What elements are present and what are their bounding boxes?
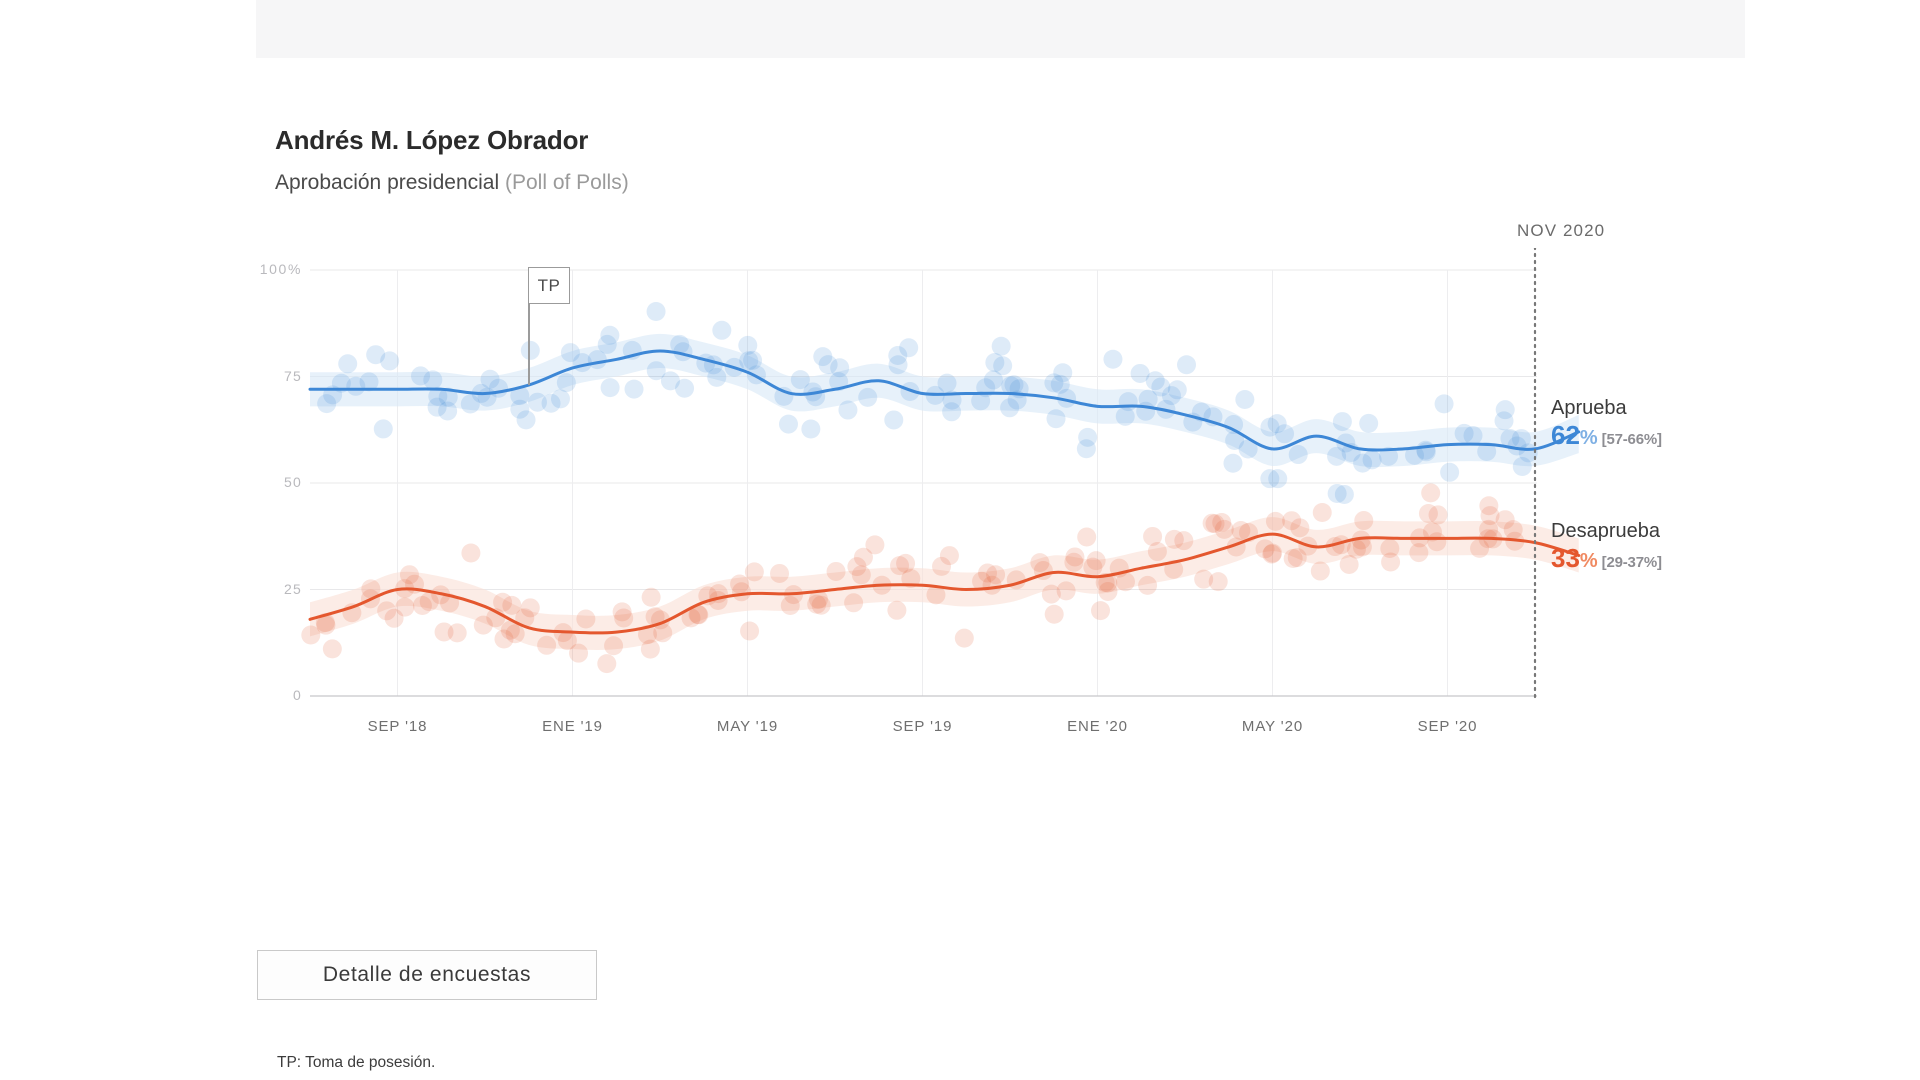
x-axis-tick-label: ENE '20 xyxy=(1067,718,1128,735)
chart-subtitle-source: (Poll of Polls) xyxy=(504,171,629,194)
x-axis-tick-label: SEP '20 xyxy=(1417,718,1478,735)
y-axis-tick-label: 100% xyxy=(259,261,302,277)
chart-subtitle-main: Aprobación presidencial xyxy=(275,171,500,194)
legend-disapprove-label: Desaprueba xyxy=(1551,520,1660,543)
tp-marker-flag: TP xyxy=(527,267,570,305)
x-axis-tick-label: MAY '20 xyxy=(1241,718,1304,735)
y-axis-tick-label: 0 xyxy=(293,687,302,703)
legend-disapprove-percent-sign: % xyxy=(1579,550,1598,573)
legend-approve-value: 62% [57-66%] xyxy=(1551,419,1662,452)
y-axis-tick-label: 25 xyxy=(284,580,302,597)
x-axis-tick-label: SEP '19 xyxy=(892,718,953,735)
chart-card: Andrés M. López Obrador Aprobación presi… xyxy=(0,58,1920,1080)
page-title: Andrés M. López Obrador xyxy=(275,125,589,155)
chart-plot-area: TP 0 25 50 75 100% SEP '18 ENE '19 MAY '19 SEP '… xyxy=(260,248,1895,758)
legend-approve-number: 62 xyxy=(1551,419,1580,450)
scatter-desaprueba xyxy=(301,483,1525,674)
y-axis-tick-label: 50 xyxy=(284,474,302,490)
detalle-de-encuestas-button[interactable]: Detalle de encuestas xyxy=(257,950,597,1000)
legend-approve-confidence-interval: [57-66%] xyxy=(1597,430,1662,448)
legend-approve: Aprueba 62% [57-66%] xyxy=(1551,396,1662,452)
legend-disapprove: Desaprueba 33% [29-37%] xyxy=(1551,521,1662,575)
x-axis-tick-label: ENE '19 xyxy=(542,718,603,735)
poll-of-polls-line-chart xyxy=(301,248,1581,700)
top-partial-panel xyxy=(256,0,1745,58)
legend-disapprove-confidence-interval: [29-37%] xyxy=(1597,554,1662,572)
tp-marker-stem xyxy=(527,304,530,386)
period-label: NOV 2020 xyxy=(1517,221,1606,240)
tp-marker-label: TP xyxy=(537,275,561,295)
legend-disapprove-value: 33% [29-37%] xyxy=(1551,542,1662,575)
chart-subtitle: Aprobación presidencial (Poll of Polls) xyxy=(275,171,629,195)
legend-disapprove-number: 33 xyxy=(1551,543,1580,574)
y-axis-tick-label: 75 xyxy=(284,367,302,384)
legend-approve-label: Aprueba xyxy=(1551,396,1627,419)
scatter-aprueba xyxy=(317,301,1538,504)
x-axis-tick-label: SEP '18 xyxy=(367,718,428,735)
x-axis-tick-label: MAY '19 xyxy=(716,718,779,735)
legend-approve-percent-sign: % xyxy=(1579,426,1598,449)
tp-footnote: TP: Toma de posesión. xyxy=(277,1054,436,1071)
